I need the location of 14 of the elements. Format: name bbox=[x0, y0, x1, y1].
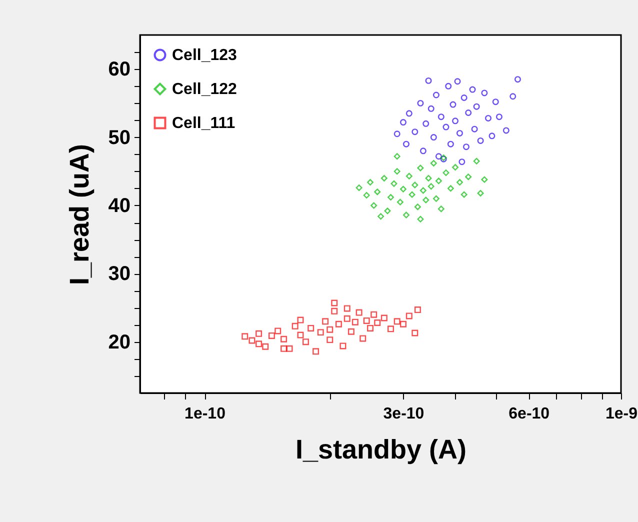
y-tick-label: 40 bbox=[108, 194, 130, 217]
y-tick-label: 20 bbox=[108, 331, 130, 354]
x-tick-label: 3e-10 bbox=[383, 406, 424, 422]
x-tick-label: 6e-10 bbox=[508, 406, 550, 422]
y-tick-label: 30 bbox=[108, 263, 130, 286]
y-axis-title: I_read (uA) bbox=[64, 144, 94, 286]
legend-label: Cell_122 bbox=[172, 81, 238, 98]
x-axis-title: I_standby (A) bbox=[295, 434, 467, 464]
x-tick-label: 1e-10 bbox=[184, 406, 226, 422]
x-tick-label: 1e-9 bbox=[605, 406, 638, 422]
legend-label: Cell_111 bbox=[172, 115, 236, 132]
y-tick-label: 60 bbox=[108, 58, 130, 81]
y-tick-label: 50 bbox=[108, 126, 130, 149]
legend-label: Cell_123 bbox=[172, 47, 238, 64]
